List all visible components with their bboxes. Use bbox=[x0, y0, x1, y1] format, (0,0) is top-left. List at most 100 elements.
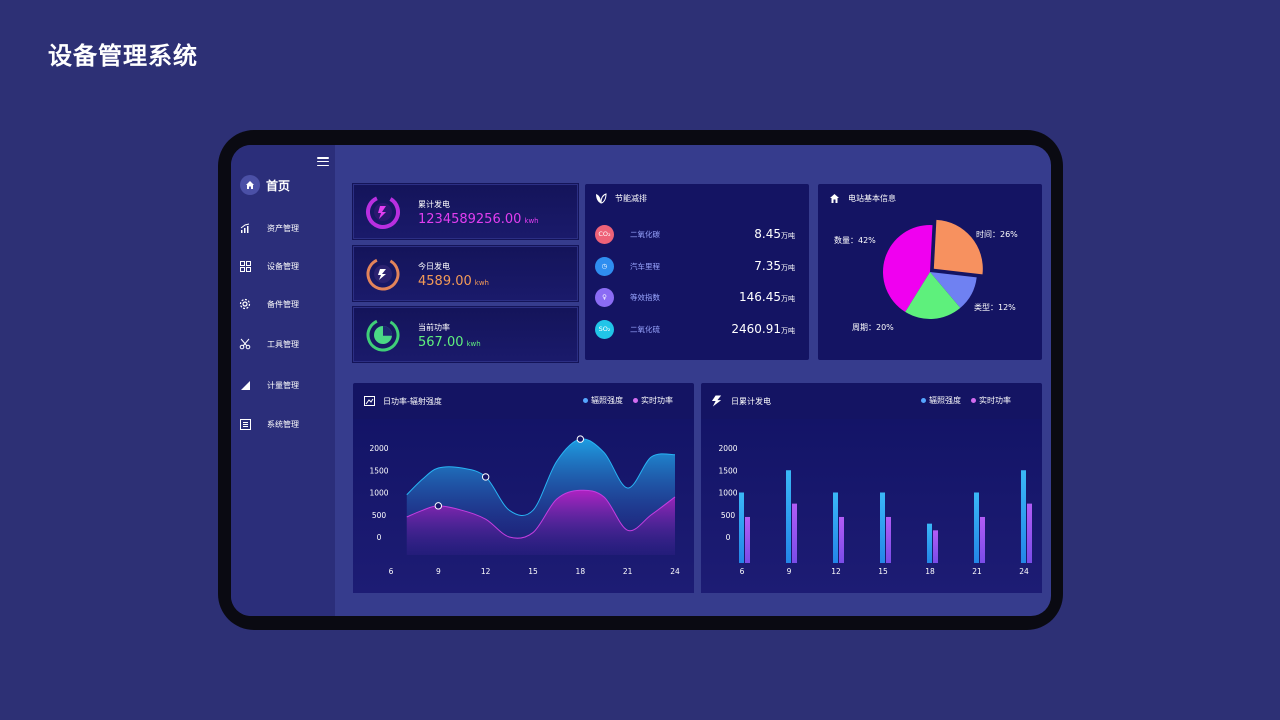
x-tick-label: 21 bbox=[623, 567, 633, 576]
lightning-icon bbox=[366, 257, 400, 291]
gear-icon bbox=[239, 298, 251, 310]
lightning-icon bbox=[711, 395, 723, 407]
x-tick-label: 15 bbox=[528, 567, 538, 576]
data-point-marker bbox=[434, 502, 443, 510]
bar bbox=[927, 523, 932, 563]
document-icon bbox=[239, 418, 251, 430]
panel-header: 电站基本信息 bbox=[828, 192, 896, 204]
y-tick-label: 500 bbox=[721, 511, 736, 520]
pie-chart-icon bbox=[366, 318, 400, 352]
sidebar-item-home[interactable]: 首页 bbox=[240, 175, 290, 195]
energy-row: ◷ 汽车里程 7.35万吨 bbox=[595, 255, 795, 277]
panel-header: 节能减排 bbox=[595, 192, 647, 204]
bar bbox=[880, 492, 885, 563]
station-panel: 电站基本信息 数量：42% 时间：26% 类型：12% 周期：20% bbox=[818, 184, 1042, 360]
pie-slice bbox=[883, 225, 933, 312]
x-tick-label: 6 bbox=[389, 567, 394, 576]
area-chart: 0 500 1000 1500 2000 6 9 12 15 18 21 24 bbox=[353, 419, 694, 593]
sidebar-item-tools[interactable]: 工具管理 bbox=[239, 335, 329, 353]
sidebar-item-label: 工具管理 bbox=[267, 339, 299, 349]
bar bbox=[839, 516, 844, 563]
panel-title: 日功率-辐射强度 bbox=[383, 396, 442, 406]
bar bbox=[833, 492, 838, 563]
chart-legend: 辐照强度 实时功率 bbox=[573, 395, 673, 406]
signal-icon bbox=[239, 379, 251, 391]
sidebar-item-spare-parts[interactable]: 备件管理 bbox=[239, 295, 329, 313]
bar bbox=[1027, 503, 1032, 563]
stat-label: 累计发电 bbox=[418, 200, 450, 209]
x-tick-label: 24 bbox=[1019, 567, 1029, 576]
energy-value: 146.45万吨 bbox=[739, 290, 795, 304]
area-series bbox=[406, 490, 675, 555]
page-title: 设备管理系统 bbox=[48, 42, 198, 70]
energy-value: 8.45万吨 bbox=[754, 227, 795, 241]
bar bbox=[745, 516, 750, 563]
bar bbox=[933, 530, 938, 563]
sidebar-item-label: 备件管理 bbox=[267, 299, 299, 309]
energy-row: SO₂ 二氧化硫 2460.91万吨 bbox=[595, 318, 795, 340]
bar-chart: 0 500 1000 1500 2000 6 9 12 15 18 21 24 bbox=[701, 419, 1042, 593]
menu-toggle-icon[interactable] bbox=[317, 157, 329, 167]
legend-item[interactable]: 实时功率 bbox=[971, 395, 1011, 406]
x-tick-label: 9 bbox=[787, 567, 792, 576]
energy-name: 等效指数 bbox=[630, 292, 660, 302]
scissors-icon bbox=[239, 338, 251, 350]
x-tick-label: 18 bbox=[925, 567, 935, 576]
bar bbox=[739, 492, 744, 563]
so2-icon: SO₂ bbox=[595, 319, 614, 339]
stat-card-total: 累计发电 1234589256.00 kwh bbox=[353, 184, 578, 239]
lightning-icon bbox=[366, 195, 400, 229]
legend-item[interactable]: 辐照强度 bbox=[921, 395, 961, 406]
clock-icon: ◷ bbox=[595, 256, 614, 276]
bar bbox=[786, 470, 791, 563]
x-tick-label: 21 bbox=[972, 567, 982, 576]
sidebar-item-metering[interactable]: 计量管理 bbox=[239, 376, 329, 394]
x-tick-label: 9 bbox=[436, 567, 441, 576]
y-tick-label: 1500 bbox=[369, 466, 388, 475]
sidebar: 首页 资产管理 设备管理 备件管理 bbox=[231, 145, 335, 616]
y-tick-label: 2000 bbox=[369, 444, 388, 453]
tablet-frame: 首页 资产管理 设备管理 备件管理 bbox=[218, 130, 1063, 630]
x-tick-label: 12 bbox=[831, 567, 841, 576]
energy-row: CO₂ 二氧化碳 8.45万吨 bbox=[595, 223, 795, 245]
sidebar-item-label: 计量管理 bbox=[267, 380, 299, 390]
sidebar-item-system[interactable]: 系统管理 bbox=[239, 415, 329, 433]
data-point-marker bbox=[576, 435, 585, 443]
co2-icon: CO₂ bbox=[595, 224, 614, 244]
daily-generation-panel: 日累计发电 辐照强度 实时功率 0 500 1000 1500 2000 6 9 12 15 18… bbox=[701, 383, 1042, 593]
power-radiation-panel: 日功率-辐射强度 辐照强度 实时功率 0 500 1000 1500 2000 6 9 12 1… bbox=[353, 383, 694, 593]
sidebar-item-label: 系统管理 bbox=[267, 419, 299, 429]
stat-value: 567.00 kwh bbox=[418, 335, 481, 350]
pie-slice bbox=[933, 219, 983, 275]
x-tick-label: 24 bbox=[670, 567, 680, 576]
area-series-line bbox=[406, 438, 676, 516]
sidebar-item-assets[interactable]: 资产管理 bbox=[239, 219, 329, 237]
stat-card-power: 当前功率 567.00 kwh bbox=[353, 307, 578, 362]
sidebar-item-devices[interactable]: 设备管理 bbox=[239, 257, 329, 275]
stat-card-today: 今日发电 4589.00 kwh bbox=[353, 246, 578, 301]
x-tick-label: 15 bbox=[878, 567, 888, 576]
panel-header: 日功率-辐射强度 bbox=[363, 395, 442, 407]
sidebar-item-label: 设备管理 bbox=[267, 261, 299, 271]
bar bbox=[980, 516, 985, 563]
panel-header: 日累计发电 bbox=[711, 395, 771, 407]
chart-background bbox=[701, 419, 1042, 593]
energy-name: 二氧化硫 bbox=[630, 324, 660, 334]
pie-label-period: 周期：20% bbox=[852, 323, 894, 332]
x-tick-label: 12 bbox=[481, 567, 491, 576]
dashboard-screen: 首页 资产管理 设备管理 备件管理 bbox=[231, 145, 1051, 616]
y-tick-label: 2000 bbox=[718, 444, 737, 453]
y-tick-label: 500 bbox=[372, 511, 387, 520]
panel-title: 日累计发电 bbox=[731, 396, 771, 406]
bar bbox=[886, 516, 891, 563]
y-tick-label: 1000 bbox=[718, 489, 737, 498]
lightbulb-icon: ♀ bbox=[595, 287, 614, 307]
legend-item[interactable]: 实时功率 bbox=[633, 395, 673, 406]
pie-chart bbox=[883, 219, 983, 319]
legend-item[interactable]: 辐照强度 bbox=[583, 395, 623, 406]
chart-legend: 辐照强度 实时功率 bbox=[911, 395, 1011, 406]
panel-title: 电站基本信息 bbox=[848, 193, 896, 203]
pie-label-count: 数量：42% bbox=[834, 236, 876, 245]
energy-name: 二氧化碳 bbox=[630, 229, 660, 239]
pie-label-type: 类型：12% bbox=[974, 303, 1016, 312]
